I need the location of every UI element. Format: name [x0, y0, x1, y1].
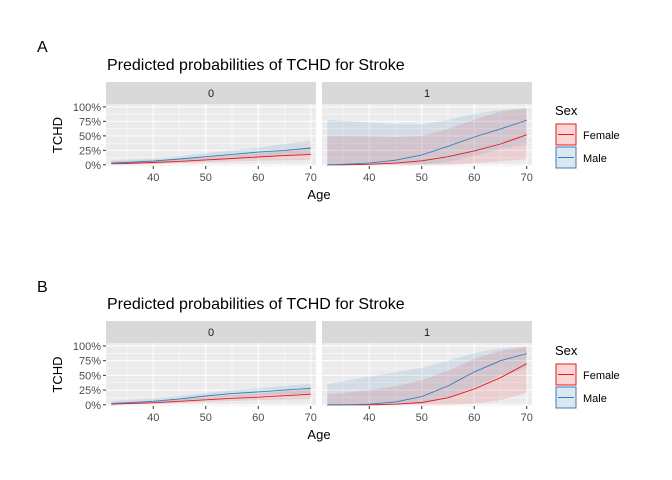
- y-tick-label: 0%: [85, 160, 101, 172]
- y-axis-title: TCHD: [50, 117, 65, 153]
- panel-letter: B: [37, 279, 48, 296]
- x-axis-title: Age: [307, 427, 330, 442]
- ribbon-female: [327, 347, 527, 405]
- legend-label: Male: [583, 393, 607, 405]
- ribbon-male: [111, 140, 311, 165]
- chart-title: Predicted probabilities of TCHD for Stro…: [107, 296, 405, 313]
- y-axis-title: TCHD: [50, 356, 65, 392]
- x-tick-label: 60: [252, 412, 264, 424]
- chart-title: Predicted probabilities of TCHD for Stro…: [107, 57, 405, 74]
- ribbon-female: [327, 108, 527, 165]
- y-tick-label: 100%: [73, 102, 101, 114]
- panel-letter: A: [37, 39, 48, 56]
- y-tick-label: 75%: [79, 116, 101, 128]
- facet-strip: [106, 82, 316, 104]
- legend-label: Female: [583, 370, 620, 382]
- x-tick-label: 50: [416, 412, 428, 424]
- y-tick-label: 100%: [73, 341, 101, 353]
- legend-title: Sex: [555, 343, 578, 358]
- y-tick-label: 25%: [79, 145, 101, 157]
- chart-b: B Predicted probabilities of TCHD for Str…: [37, 279, 620, 442]
- legend-label: Male: [583, 153, 607, 165]
- facet-1: 1 40 50 60 70: [322, 82, 533, 184]
- line-male: [111, 387, 311, 405]
- line-female: [111, 153, 311, 165]
- x-tick-label: 40: [363, 172, 375, 184]
- x-tick-label: 50: [200, 412, 212, 424]
- x-tick-label: 70: [521, 172, 533, 184]
- legend-title: Sex: [555, 103, 578, 118]
- y-tick-label: 50%: [79, 370, 101, 382]
- facet-strip-label: 1: [424, 88, 430, 100]
- facet-strip: [106, 321, 316, 343]
- facet-strip-label: 0: [208, 88, 214, 100]
- legend: Sex Female Male: [555, 343, 620, 409]
- x-tick-label: 50: [200, 172, 212, 184]
- x-tick-label: 70: [305, 172, 317, 184]
- facet-0: 0 40 50 60 70: [106, 321, 317, 424]
- x-tick-label: 50: [416, 172, 428, 184]
- facet-strip-label: 1: [424, 327, 430, 339]
- x-tick-label: 70: [305, 412, 317, 424]
- facet-1: 1 40 50 60 70: [322, 321, 533, 424]
- facet-strip: [322, 321, 532, 343]
- legend: Sex Female Male: [555, 103, 620, 169]
- x-axis-title: Age: [307, 187, 330, 202]
- line-male: [327, 119, 527, 166]
- y-tick-label: 50%: [79, 131, 101, 143]
- x-tick-label: 40: [147, 412, 159, 424]
- y-tick-label: 0%: [85, 400, 101, 412]
- x-tick-label: 60: [252, 172, 264, 184]
- line-female: [111, 393, 311, 405]
- facet-0: 0 40 50 60 70: [106, 82, 317, 184]
- facet-strip: [322, 82, 532, 104]
- y-tick-label: 25%: [79, 385, 101, 397]
- x-tick-label: 70: [521, 412, 533, 424]
- ribbon-male: [111, 383, 311, 405]
- y-tick-label: 75%: [79, 356, 101, 368]
- x-tick-label: 60: [468, 172, 480, 184]
- line-female: [327, 134, 527, 166]
- ribbon-male: [327, 346, 527, 405]
- x-tick-label: 60: [468, 412, 480, 424]
- legend-label: Female: [583, 130, 620, 142]
- x-tick-label: 40: [147, 172, 159, 184]
- chart-a: A Predicted probabilities of TCHD for Str…: [37, 39, 620, 202]
- facet-strip-label: 0: [208, 327, 214, 339]
- line-male: [327, 353, 527, 406]
- x-tick-label: 40: [363, 412, 375, 424]
- line-male: [111, 147, 311, 164]
